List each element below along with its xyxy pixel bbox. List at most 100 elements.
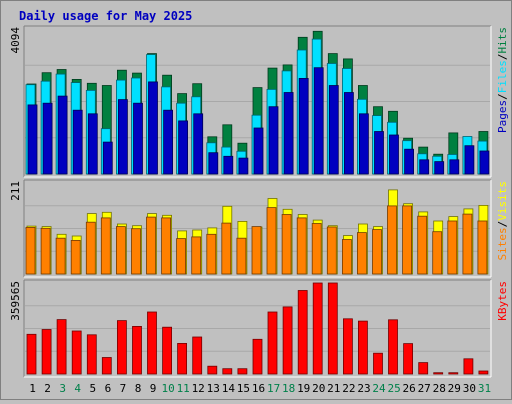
x-tick-label: 5 bbox=[89, 382, 96, 395]
bar-kbytes bbox=[418, 362, 429, 375]
bar-pages bbox=[343, 92, 354, 175]
panel-visits-sites: 211 Sites/Visits bbox=[9, 179, 509, 278]
x-tick-label: 10 bbox=[161, 382, 174, 395]
bar-pages bbox=[238, 157, 249, 175]
bar-pages bbox=[464, 145, 475, 175]
bar-pages bbox=[479, 150, 490, 175]
bar-sites bbox=[296, 217, 307, 275]
bar-kbytes bbox=[282, 306, 293, 375]
bar-sites bbox=[417, 215, 428, 275]
bar-sites bbox=[251, 226, 262, 275]
x-tick-label: 6 bbox=[105, 382, 112, 395]
bar-sites bbox=[236, 237, 247, 275]
x-tick-label: 3 bbox=[59, 382, 66, 395]
bar-kbytes bbox=[41, 329, 52, 375]
bar-pages bbox=[268, 106, 279, 175]
bar-pages bbox=[374, 131, 384, 175]
bar-sites bbox=[70, 239, 81, 275]
x-tick-label: 24 bbox=[372, 382, 386, 395]
x-tick-label: 14 bbox=[222, 382, 236, 395]
bar-pages bbox=[118, 99, 128, 175]
bar-kbytes bbox=[192, 336, 203, 375]
x-tick-label: 1 bbox=[29, 382, 36, 395]
x-axis-day-labels: 1 2 3 4 5 6 7 8 9 10 11 12 13 14 15 16 17 18 19 20 21 22 23 24 2… bbox=[29, 382, 491, 395]
y-axis-max-label: 359565 bbox=[9, 281, 22, 321]
x-tick-label: 20 bbox=[312, 382, 325, 395]
bar-sites bbox=[116, 226, 126, 275]
x-tick-label: 13 bbox=[207, 382, 220, 395]
bar-sites bbox=[176, 238, 187, 275]
x-tick-label: 19 bbox=[297, 382, 310, 395]
bar-sites bbox=[191, 236, 202, 275]
bar-pages bbox=[27, 104, 38, 175]
bar-kbytes bbox=[207, 365, 218, 375]
series-axis-label: Sites/Visits bbox=[496, 181, 509, 261]
bar-pages bbox=[449, 159, 460, 175]
x-tick-label: 2 bbox=[44, 382, 51, 395]
series-axis-label-pages: Pages bbox=[496, 100, 509, 133]
bar-kbytes bbox=[86, 334, 97, 375]
chart-panels: 4094Pages/Files/Hits211Sites/Visits35956… bbox=[9, 25, 509, 378]
bar-pages bbox=[72, 109, 83, 175]
x-tick-label: 21 bbox=[327, 382, 340, 395]
bar-pages bbox=[208, 152, 219, 175]
bar-sites bbox=[266, 207, 277, 275]
bar-kbytes bbox=[297, 290, 308, 375]
bar-pages bbox=[389, 134, 399, 175]
bar-pages bbox=[434, 161, 445, 175]
x-tick-label: 17 bbox=[267, 382, 280, 395]
y-axis-max-label: 4094 bbox=[9, 27, 22, 54]
x-tick-label: 23 bbox=[357, 382, 370, 395]
bar-kbytes bbox=[26, 333, 37, 375]
bar-pages bbox=[253, 127, 264, 175]
series-axis-label: KBytes bbox=[496, 281, 509, 321]
bar-sites bbox=[326, 226, 337, 275]
bar-pages bbox=[87, 113, 98, 175]
bar-pages bbox=[102, 141, 113, 175]
bar-kbytes bbox=[71, 330, 82, 375]
bar-pages bbox=[178, 120, 189, 175]
x-tick-label: 28 bbox=[433, 382, 446, 395]
series-axis-label-separator: / bbox=[496, 54, 509, 61]
bar-pages bbox=[404, 148, 415, 175]
x-tick-label: 30 bbox=[463, 382, 476, 395]
series-sites bbox=[25, 205, 488, 275]
bar-pages bbox=[42, 102, 53, 175]
bar-sites bbox=[161, 217, 172, 275]
bar-sites bbox=[206, 233, 217, 275]
x-tick-label: 26 bbox=[402, 382, 415, 395]
series-axis-label-sites: Sites bbox=[496, 227, 509, 260]
y-axis-max-label: 211 bbox=[9, 181, 22, 201]
bar-kbytes bbox=[312, 282, 323, 375]
bar-kbytes bbox=[147, 311, 157, 375]
bar-kbytes bbox=[388, 319, 398, 375]
bar-pages bbox=[358, 113, 369, 175]
bar-sites bbox=[40, 227, 51, 275]
bar-pages bbox=[193, 113, 204, 175]
series-axis-label-separator: / bbox=[496, 93, 509, 100]
bar-sites bbox=[100, 217, 111, 275]
x-tick-label: 18 bbox=[282, 382, 295, 395]
series-axis-label-kbytes: KBytes bbox=[496, 281, 509, 321]
bar-kbytes bbox=[237, 368, 248, 375]
x-tick-label: 27 bbox=[418, 382, 431, 395]
series-axis-label-visits: Visits bbox=[496, 181, 509, 221]
x-tick-label: 15 bbox=[237, 382, 250, 395]
x-tick-label: 22 bbox=[342, 382, 355, 395]
x-tick-label: 4 bbox=[74, 382, 81, 395]
series-axis-label-hits: Hits bbox=[496, 27, 509, 54]
bar-kbytes bbox=[101, 357, 112, 375]
bar-sites bbox=[131, 228, 141, 275]
bar-sites bbox=[402, 205, 413, 275]
panel-kbytes: 359565 KBytes bbox=[9, 279, 509, 378]
bar-sites bbox=[477, 220, 488, 275]
chart-title: Daily usage for May 2025 bbox=[19, 9, 192, 23]
bar-sites bbox=[55, 237, 66, 275]
bar-kbytes bbox=[357, 320, 368, 375]
series-kbytes bbox=[26, 282, 489, 375]
bar-kbytes bbox=[342, 318, 353, 375]
bar-pages bbox=[419, 159, 430, 175]
